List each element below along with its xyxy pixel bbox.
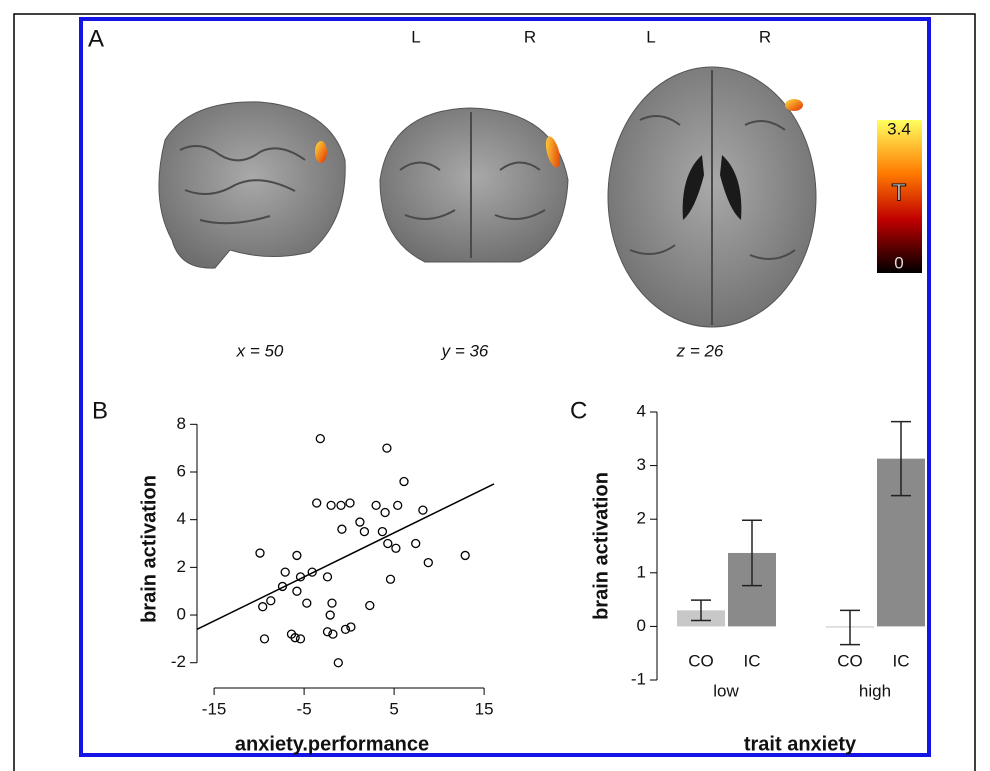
point	[259, 603, 267, 611]
point	[297, 635, 305, 643]
y-tick-label: 8	[177, 414, 186, 433]
x-tick-label: -15	[202, 699, 227, 718]
point	[383, 444, 391, 452]
y-tick-label: 4	[637, 401, 646, 420]
point	[293, 587, 301, 595]
side-label: R	[524, 27, 536, 46]
x-axis-label: anxiety.performance	[235, 733, 429, 755]
y-tick-label: 0	[177, 605, 186, 624]
y-tick-label: 6	[177, 461, 186, 480]
slice-caption: x = 50	[236, 341, 284, 360]
side-label: R	[759, 27, 771, 46]
y-tick-label: -2	[171, 652, 186, 671]
y-tick-label: 2	[637, 509, 646, 528]
point	[281, 568, 289, 576]
point	[412, 540, 420, 548]
point	[360, 528, 368, 536]
point	[366, 602, 374, 610]
point	[338, 525, 346, 533]
group-label: high	[859, 681, 891, 700]
point	[400, 478, 408, 486]
point	[337, 501, 345, 509]
y-tick-label: 4	[177, 509, 186, 528]
colorbar-min: 0	[894, 253, 903, 272]
y-tick-label: 1	[637, 562, 646, 581]
bar-label: CO	[688, 651, 714, 670]
x-axis-label: trait anxiety	[744, 733, 857, 755]
point	[384, 540, 392, 548]
point	[267, 597, 275, 605]
y-tick-label: 0	[637, 616, 646, 635]
point	[303, 599, 311, 607]
side-label: L	[646, 27, 655, 46]
colorbar-symbol: T	[892, 179, 907, 206]
y-tick-label: 2	[177, 557, 186, 576]
point	[381, 509, 389, 517]
axial-brain	[608, 67, 816, 327]
point	[392, 544, 400, 552]
point	[424, 559, 432, 567]
sagittal-brain	[159, 102, 345, 268]
point	[334, 659, 342, 667]
colorbar-max: 3.4	[887, 119, 911, 138]
point	[313, 499, 321, 507]
point	[419, 506, 427, 514]
point	[461, 551, 469, 559]
point	[387, 575, 395, 583]
x-tick-label: -5	[297, 699, 312, 718]
point	[256, 549, 264, 557]
point	[327, 501, 335, 509]
figure: A L R L R 3.4 T 0 x = 50 y = 36 z = 26 B…	[0, 0, 990, 771]
x-tick-label: 5	[389, 699, 398, 718]
panel-label: B	[92, 397, 108, 424]
point	[326, 611, 334, 619]
panel-label: A	[88, 25, 104, 52]
point	[316, 435, 324, 443]
y-axis-label: brain activation	[590, 472, 612, 620]
bar-label: CO	[837, 651, 863, 670]
y-tick-label: 3	[637, 455, 646, 474]
slice-caption: z = 26	[676, 341, 724, 360]
y-tick-label: -1	[631, 669, 646, 688]
group-label: low	[713, 681, 739, 700]
side-label: L	[411, 27, 420, 46]
x-tick-label: 15	[475, 699, 494, 718]
point	[372, 501, 380, 509]
point	[328, 599, 336, 607]
point	[346, 499, 354, 507]
point	[293, 551, 301, 559]
point	[324, 573, 332, 581]
point	[394, 501, 402, 509]
y-axis-label: brain activation	[138, 475, 160, 623]
point	[356, 518, 364, 526]
bar-label: IC	[744, 651, 761, 670]
coronal-brain	[380, 108, 568, 262]
point	[378, 528, 386, 536]
point	[261, 635, 269, 643]
bar-label: IC	[893, 651, 910, 670]
panel-label: C	[570, 397, 587, 424]
slice-caption: y = 36	[441, 341, 489, 360]
